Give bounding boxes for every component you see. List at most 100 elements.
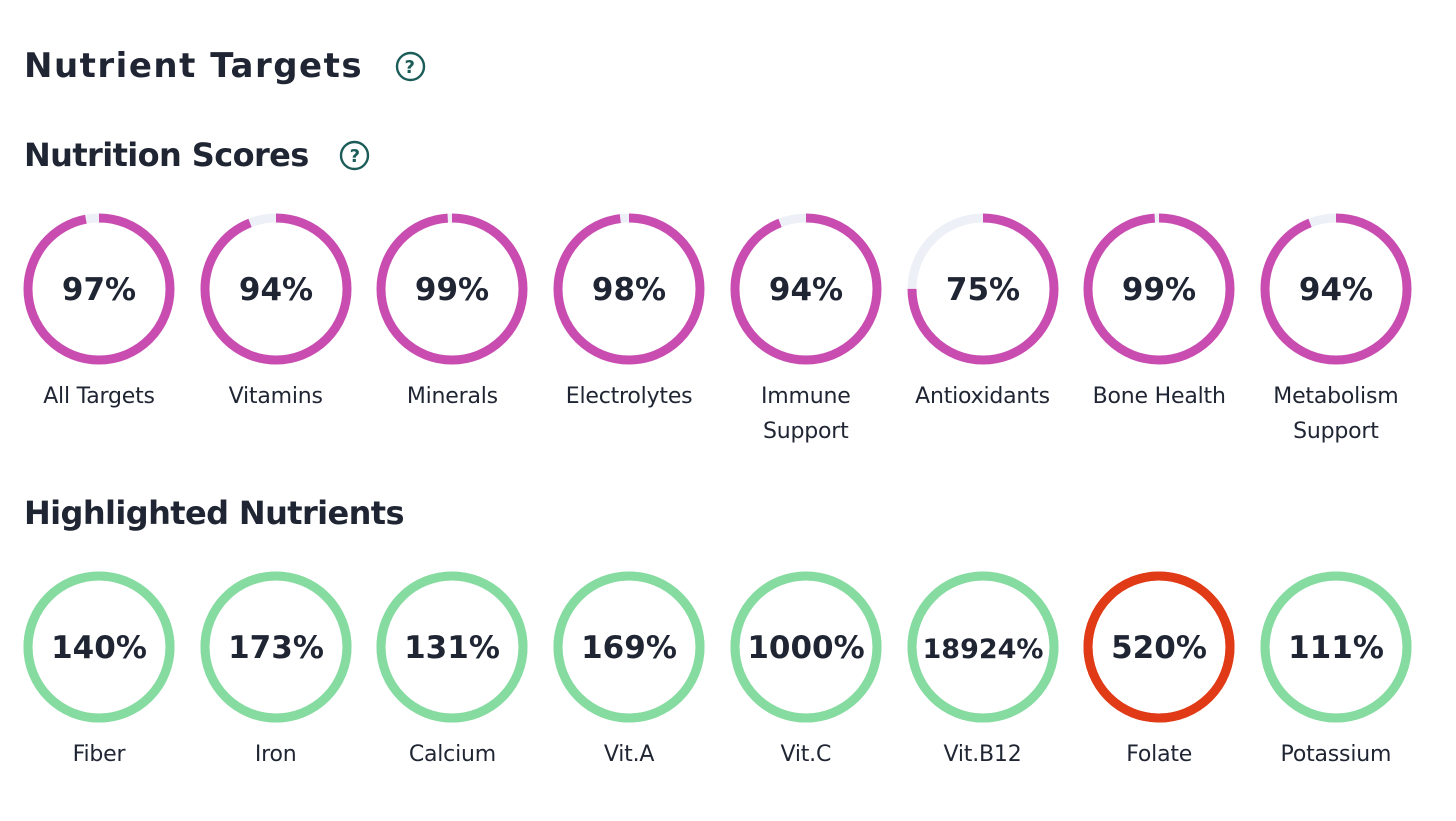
ring-value: 98% — [592, 272, 666, 308]
ring-label-line: Vit.B12 — [943, 742, 1022, 767]
progress-ring-fill — [1083, 213, 1235, 365]
progress-ring: 131% — [376, 571, 528, 723]
ring-label-line: Minerals — [406, 384, 498, 409]
progress-ring: 94% — [1260, 213, 1412, 365]
ring-label-line: Support — [763, 419, 849, 444]
nutrition-score-immune-support[interactable]: 94% Immune Support — [711, 213, 901, 449]
highlighted-nutrients-heading: Highlighted Nutrients — [24, 494, 405, 532]
progress-ring: 520% — [1083, 571, 1235, 723]
progress-ring: 99% — [376, 213, 528, 365]
progress-ring-fill — [1260, 571, 1412, 723]
ring-label: Bone Health — [1064, 379, 1254, 414]
ring-label: Vit.C — [711, 737, 901, 772]
progress-ring-fill — [23, 213, 175, 365]
ring-label-line: Metabolism — [1273, 384, 1399, 409]
nutrition-score-antioxidants[interactable]: 75% Antioxidants — [888, 213, 1078, 414]
ring-label-line: All Targets — [43, 384, 155, 409]
svg-text:?: ? — [349, 146, 359, 167]
ring-label: Immune Support — [711, 379, 901, 449]
ring-label: Minerals — [357, 379, 547, 414]
nutrient-vit-a[interactable]: 169% Vit.A — [534, 571, 724, 772]
progress-ring-fill — [376, 571, 528, 723]
ring-label-line: Iron — [254, 742, 297, 767]
ring-value: 97% — [62, 272, 136, 308]
ring-value: 169% — [581, 630, 677, 666]
ring-label: Vitamins — [181, 379, 371, 414]
ring-value: 94% — [239, 272, 313, 308]
ring-label-line: Potassium — [1280, 742, 1392, 767]
nutrient-fiber[interactable]: 140% Fiber — [4, 571, 194, 772]
ring-value: 94% — [769, 272, 843, 308]
svg-text:?: ? — [405, 57, 417, 78]
ring-label: Potassium — [1241, 737, 1431, 772]
nutrient-vit-c[interactable]: 1000% Vit.C — [711, 571, 901, 772]
progress-ring: 98% — [553, 213, 705, 365]
nutrient-vit-b12[interactable]: 18924% Vit.B12 — [888, 571, 1078, 772]
ring-label: Vit.B12 — [888, 737, 1078, 772]
ring-label-line: Vit.A — [603, 742, 655, 767]
ring-value: 1000% — [747, 630, 864, 666]
ring-label: Folate — [1064, 737, 1254, 772]
ring-value: 173% — [228, 630, 324, 666]
nutrition-scores-row: 97% All Targets 94% Vitamins 99% Minerals 98% E… — [23, 213, 1424, 463]
ring-label-line: Calcium — [408, 742, 496, 767]
progress-ring-fill — [907, 213, 1058, 365]
ring-label-line: Vit.C — [780, 742, 832, 767]
ring-label: Fiber — [4, 737, 194, 772]
nutrition-score-bone-health[interactable]: 99% Bone Health — [1064, 213, 1254, 414]
ring-value: 140% — [51, 630, 147, 666]
progress-ring: 97% — [23, 213, 175, 365]
progress-ring-fill — [1260, 213, 1412, 365]
progress-ring: 173% — [200, 571, 352, 723]
progress-ring-fill — [553, 213, 705, 365]
nutrient-folate[interactable]: 520% Folate — [1064, 571, 1254, 772]
nutrition-scores-title: Nutrition Scores — [24, 136, 309, 174]
ring-value: 99% — [1122, 272, 1196, 308]
ring-label: Iron — [181, 737, 371, 772]
nutrition-score-minerals[interactable]: 99% Minerals — [357, 213, 547, 414]
ring-label-line: Immune — [761, 384, 851, 409]
progress-ring-fill — [200, 213, 352, 365]
ring-label: Vit.A — [534, 737, 724, 772]
nutrition-score-electrolytes[interactable]: 98% Electrolytes — [534, 213, 724, 414]
ring-label: Calcium — [357, 737, 547, 772]
progress-ring-fill — [200, 571, 352, 723]
nutrient-calcium[interactable]: 131% Calcium — [357, 571, 547, 772]
nutrient-iron[interactable]: 173% Iron — [181, 571, 371, 772]
help-circle-icon[interactable]: ? — [339, 140, 370, 171]
ring-label-line: Support — [1293, 419, 1379, 444]
nutrition-score-all-targets[interactable]: 97% All Targets — [4, 213, 194, 414]
progress-ring-fill — [23, 571, 175, 723]
ring-label-line: Electrolytes — [565, 384, 693, 409]
ring-value: 18924% — [922, 634, 1043, 665]
nutrition-score-vitamins[interactable]: 94% Vitamins — [181, 213, 371, 414]
progress-ring-fill — [907, 571, 1058, 723]
nutrition-scores-heading: Nutrition Scores ? — [24, 136, 370, 174]
nutrient-potassium[interactable]: 111% Potassium — [1241, 571, 1431, 772]
progress-ring: 1000% — [730, 571, 882, 723]
nutrient-targets-panel: Nutrient Targets ? Nutrition Scores ? 97… — [23, 46, 1424, 767]
help-circle-icon[interactable]: ? — [395, 51, 426, 82]
progress-ring: 75% — [907, 213, 1058, 365]
progress-ring: 99% — [1083, 213, 1235, 365]
progress-ring: 18924% — [907, 571, 1058, 723]
ring-value: 94% — [1299, 272, 1373, 308]
ring-label: Antioxidants — [888, 379, 1078, 414]
progress-ring-fill — [376, 213, 528, 365]
highlighted-nutrients-row: 140% Fiber 173% Iron 131% Calcium 169% Vit.A 100… — [23, 571, 1424, 821]
nutrition-score-metabolism-support[interactable]: 94% Metabolism Support — [1241, 213, 1431, 449]
ring-label: Metabolism Support — [1241, 379, 1431, 449]
ring-label: Electrolytes — [534, 379, 724, 414]
ring-label: All Targets — [4, 379, 194, 414]
nutrient-targets-title: Nutrient Targets — [24, 46, 364, 86]
progress-ring: 169% — [553, 571, 705, 723]
ring-label-line: Fiber — [72, 742, 126, 767]
progress-ring-fill — [730, 213, 882, 365]
progress-ring-fill — [730, 571, 882, 723]
ring-value: 111% — [1288, 630, 1384, 666]
ring-label-line: Bone Health — [1092, 384, 1226, 409]
ring-label-line: Folate — [1126, 742, 1193, 767]
progress-ring: 140% — [23, 571, 175, 723]
ring-label-line: Vitamins — [228, 384, 323, 409]
progress-ring-fill — [1083, 571, 1235, 723]
